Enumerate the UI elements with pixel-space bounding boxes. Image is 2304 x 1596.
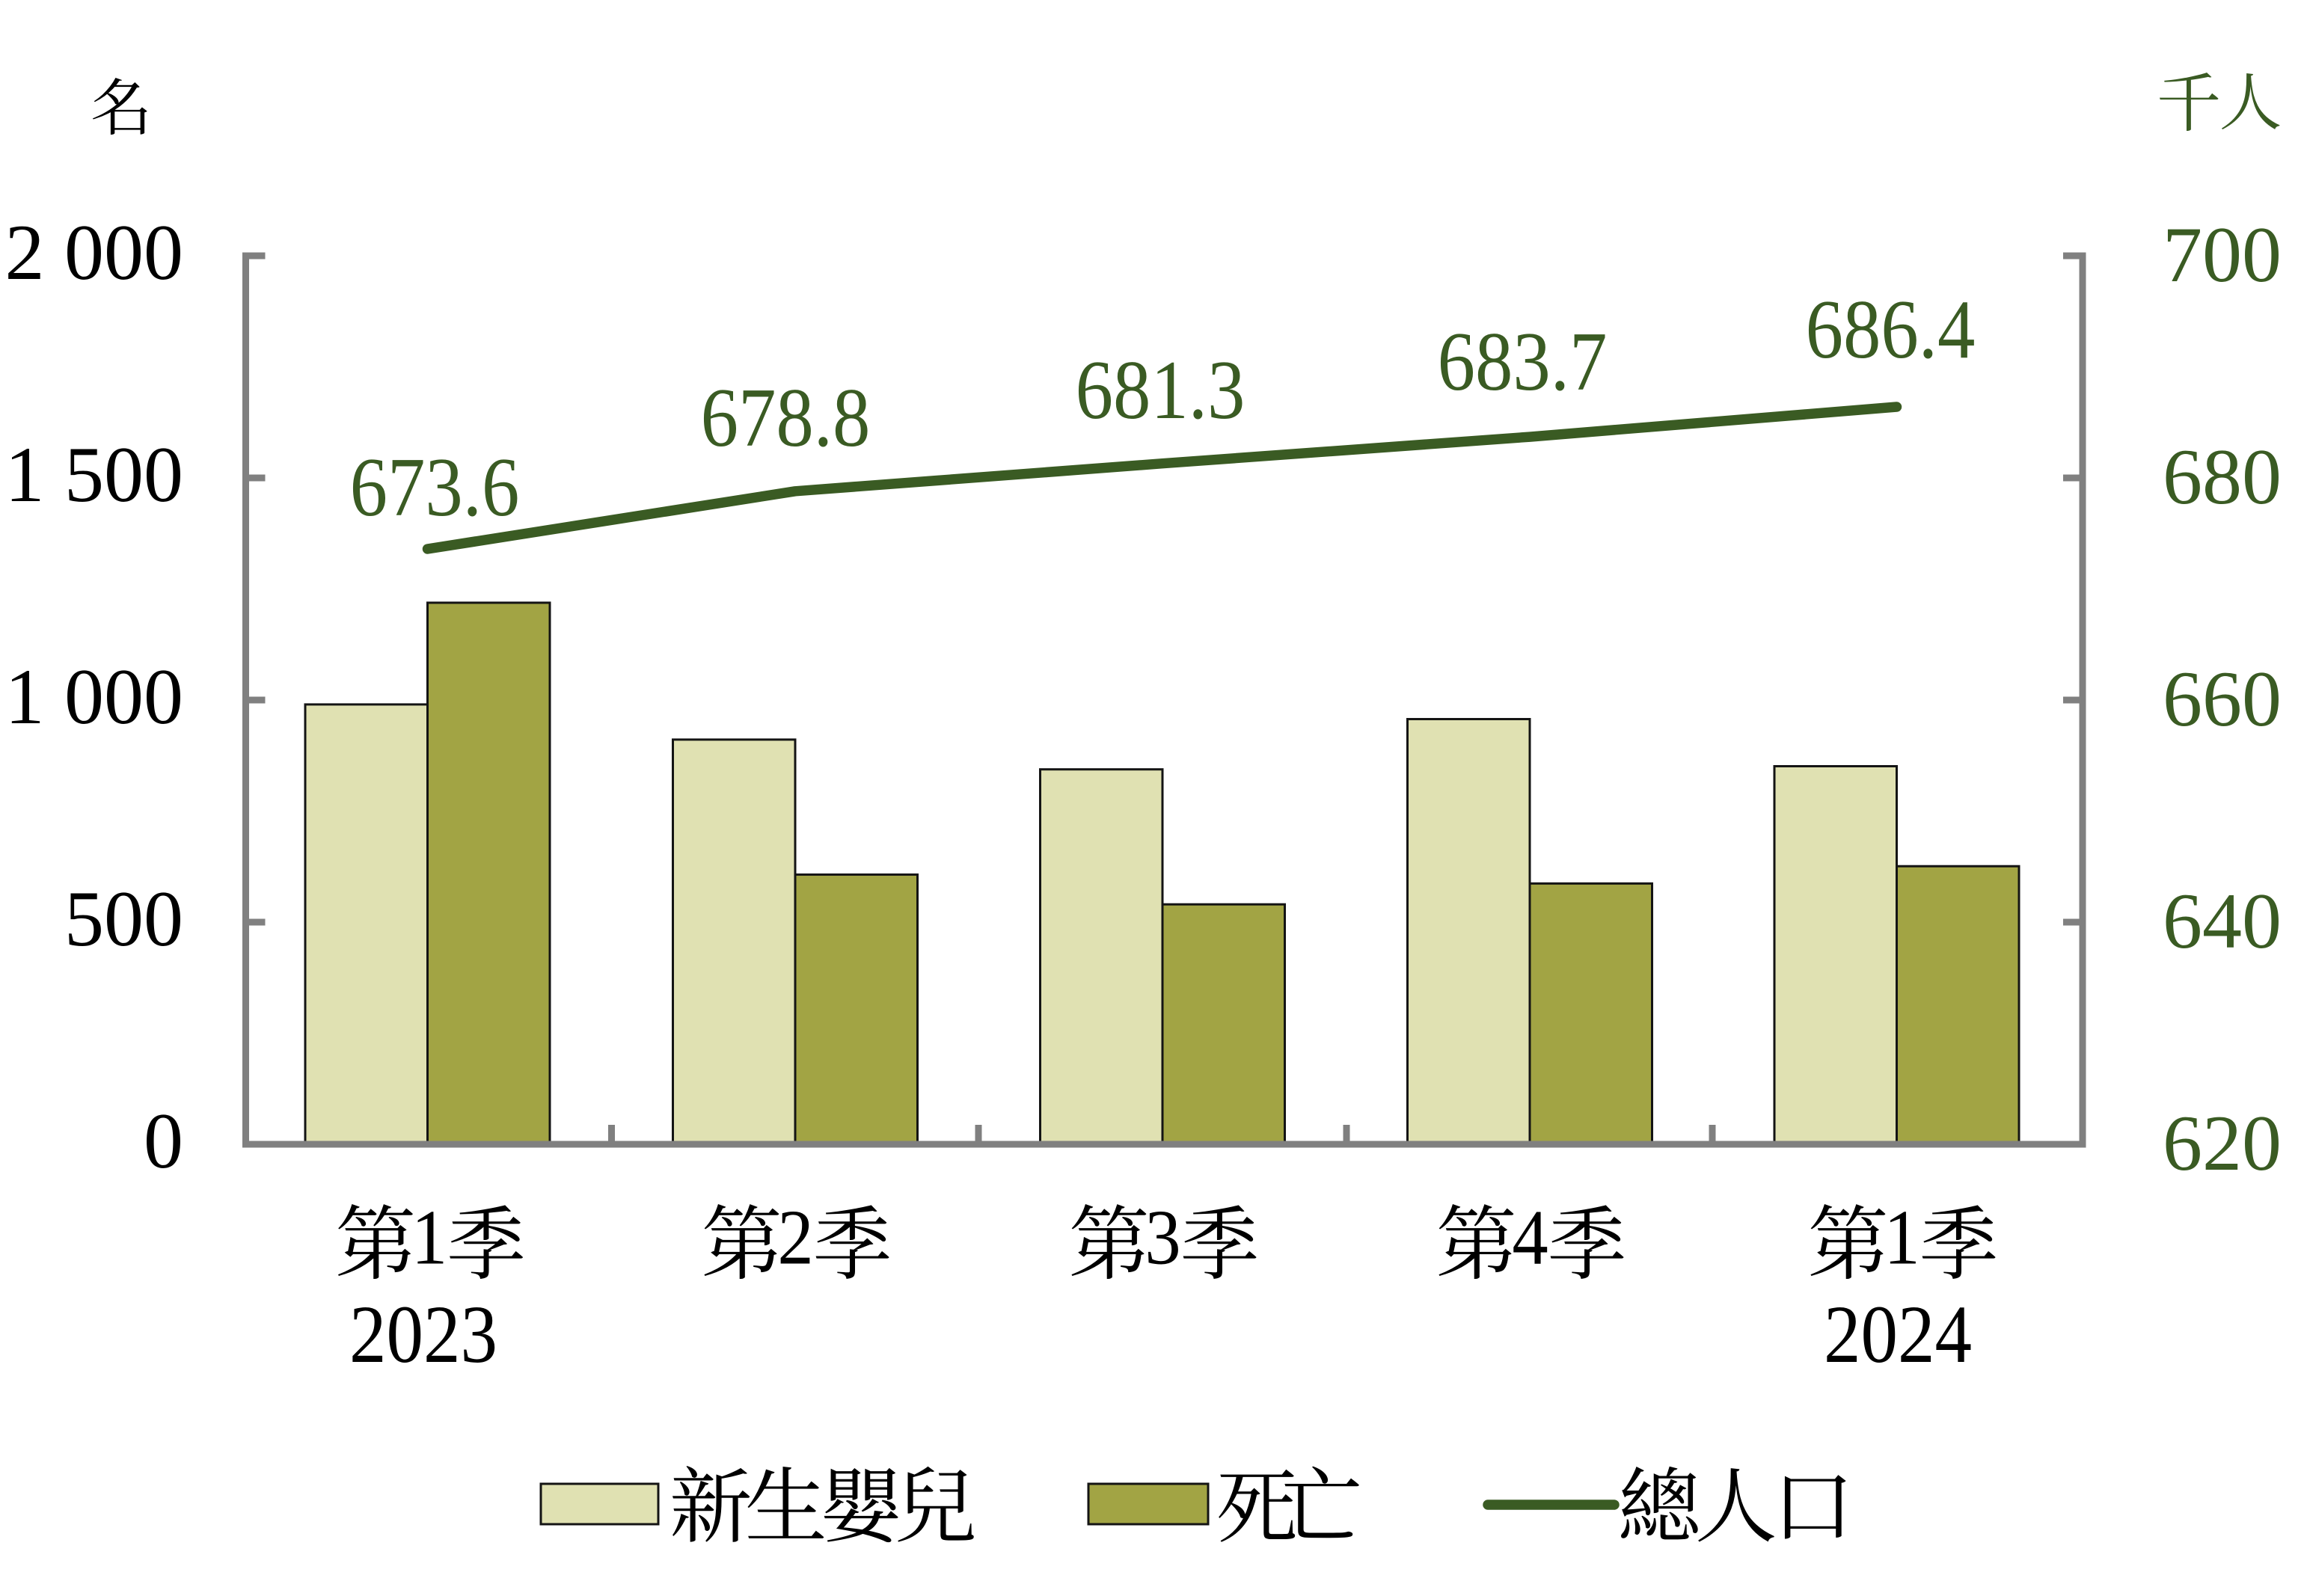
- svg-text:2023: 2023: [349, 1289, 497, 1380]
- svg-text:673.6: 673.6: [350, 441, 520, 534]
- svg-text:640: 640: [2163, 877, 2282, 965]
- svg-text:680: 680: [2163, 433, 2282, 521]
- svg-text:681.3: 681.3: [1076, 344, 1246, 437]
- svg-text:2024: 2024: [1824, 1289, 1972, 1380]
- svg-text:1 000: 1 000: [5, 653, 184, 740]
- svg-text:678.8: 678.8: [701, 372, 871, 464]
- svg-text:1: 1: [411, 1194, 447, 1281]
- svg-text:700: 700: [2163, 211, 2282, 298]
- svg-text:686.4: 686.4: [1806, 283, 1976, 376]
- svg-text:2 000: 2 000: [5, 209, 184, 296]
- svg-text:1 500: 1 500: [5, 431, 184, 518]
- svg-text:620: 620: [2163, 1099, 2282, 1187]
- svg-text:500: 500: [64, 875, 183, 963]
- svg-text:683.7: 683.7: [1438, 316, 1608, 408]
- svg-text:2: 2: [777, 1194, 813, 1281]
- svg-text:4: 4: [1512, 1194, 1548, 1281]
- svg-text:660: 660: [2163, 655, 2282, 743]
- svg-text:3: 3: [1145, 1194, 1180, 1281]
- svg-text:0: 0: [144, 1097, 183, 1185]
- svg-text:1: 1: [1884, 1194, 1920, 1281]
